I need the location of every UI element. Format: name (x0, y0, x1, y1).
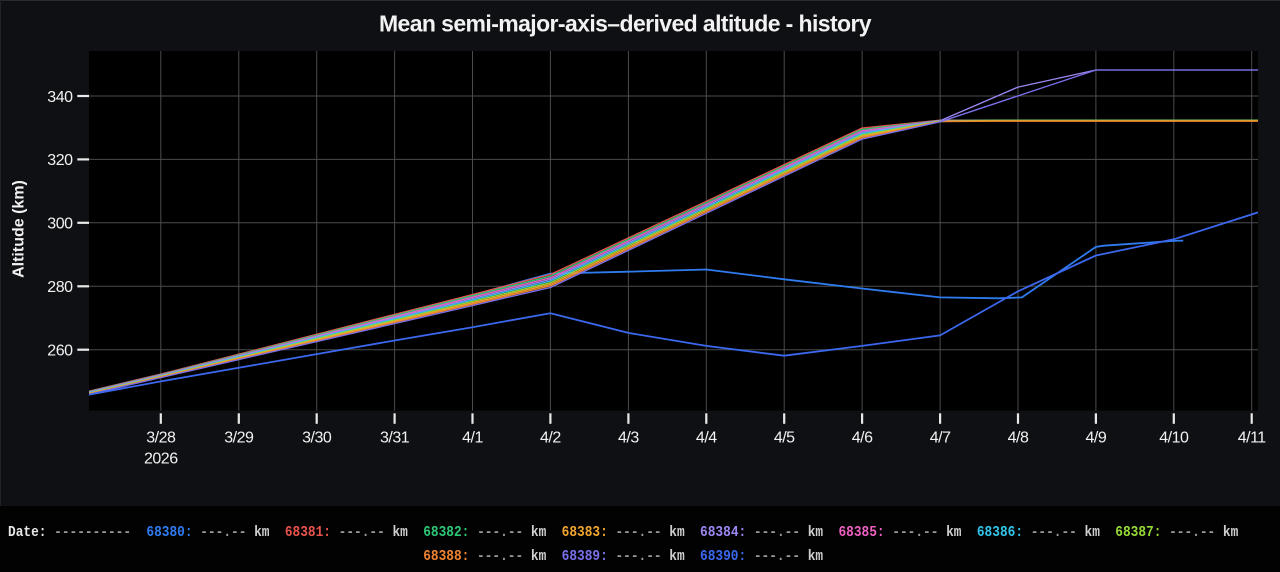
svg-text:260: 260 (47, 343, 73, 360)
svg-text:4/8: 4/8 (1008, 429, 1029, 446)
svg-text:Mean semi-major-axis–derived a: Mean semi-major-axis–derived altitude - … (379, 11, 872, 37)
svg-text:3/31: 3/31 (380, 429, 410, 446)
svg-text:300: 300 (47, 216, 73, 233)
svg-text:4/10: 4/10 (1159, 429, 1189, 446)
svg-text:320: 320 (47, 152, 73, 169)
svg-text:3/30: 3/30 (302, 429, 332, 446)
svg-text:340: 340 (47, 89, 73, 106)
svg-text:4/4: 4/4 (696, 429, 717, 446)
svg-text:4/2: 4/2 (540, 429, 561, 446)
svg-text:4/5: 4/5 (774, 429, 795, 446)
svg-text:4/11: 4/11 (1238, 429, 1267, 446)
svg-text:4/3: 4/3 (618, 429, 639, 446)
svg-text:3/28: 3/28 (146, 429, 176, 446)
svg-text:2026: 2026 (144, 451, 178, 468)
svg-text:Altitude (km): Altitude (km) (11, 180, 28, 278)
svg-text:4/9: 4/9 (1086, 429, 1107, 446)
svg-text:4/6: 4/6 (852, 429, 873, 446)
svg-text:4/7: 4/7 (930, 429, 951, 446)
svg-text:3/29: 3/29 (224, 429, 254, 446)
svg-text:280: 280 (47, 279, 73, 296)
svg-text:4/1: 4/1 (462, 429, 483, 446)
